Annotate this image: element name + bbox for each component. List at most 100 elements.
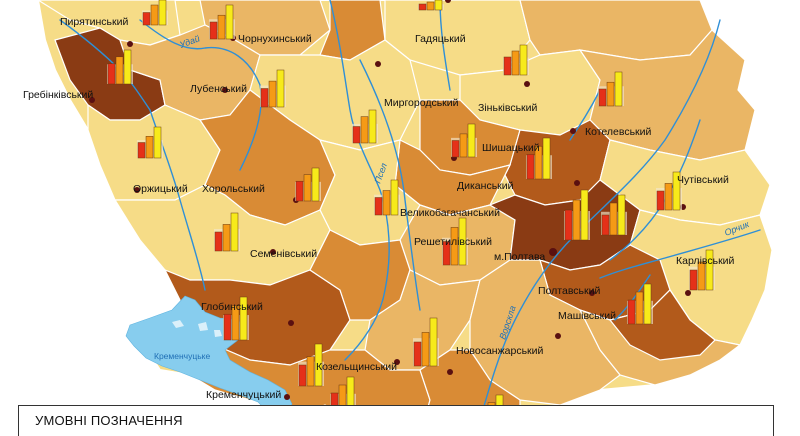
river-sula	[139, 19, 262, 171]
bar-orange	[572, 199, 581, 241]
centre-dot	[447, 369, 453, 375]
bar-red	[564, 209, 573, 241]
bar-red	[214, 231, 223, 252]
district-label: Полтавський	[538, 285, 600, 297]
district-bar-chart-18	[601, 194, 627, 236]
bar-yellow	[467, 123, 476, 158]
centre-dot	[394, 359, 400, 365]
bar-orange	[217, 14, 226, 40]
district-bar-chart-2	[418, 0, 444, 11]
bar-yellow	[311, 167, 320, 202]
bar-red	[451, 140, 460, 158]
district-centres	[89, 0, 691, 400]
district-label: Карлівський	[676, 255, 735, 267]
district-bar-chart-8	[137, 126, 163, 159]
district-label: м.Полтава	[494, 251, 545, 263]
district-bar-chart-12	[656, 171, 682, 211]
bar-orange	[534, 145, 543, 180]
bar-orange	[635, 291, 644, 325]
bar-yellow	[153, 126, 162, 159]
centre-dot	[288, 320, 294, 326]
bar-red	[374, 197, 383, 216]
bar-red	[352, 126, 361, 144]
district-bar-chart-17	[689, 249, 715, 291]
district-bar-chart-7	[598, 71, 624, 107]
bar-yellow	[542, 137, 551, 180]
bar-red	[413, 341, 422, 367]
district-label: Чутівський	[677, 174, 729, 186]
centre-dot	[574, 180, 580, 186]
centre-dot	[89, 97, 95, 103]
bar-red	[137, 142, 146, 159]
centre-dot	[222, 87, 228, 93]
district-bar-chart-14	[214, 212, 240, 252]
river-psel	[329, 0, 390, 361]
bar-orange	[145, 136, 154, 159]
bar-yellow	[643, 283, 652, 325]
river-vorskla-trib	[614, 274, 651, 321]
district-bar-chart-4	[260, 69, 286, 108]
district-label: Глобинський	[201, 301, 263, 313]
district-label: Гребінківський	[23, 89, 93, 101]
bar-red	[601, 214, 610, 236]
bar-orange	[382, 190, 391, 216]
bar-red	[142, 12, 151, 26]
district-label: Семенівський	[250, 248, 317, 260]
district-labels: Пирятинський Чорнухинський Гадяцький Гребін…	[23, 16, 735, 429]
bar-orange	[150, 4, 159, 26]
bar-red	[656, 190, 665, 211]
district-bar-chart-9	[295, 167, 321, 202]
district-label: Великобагачанський	[400, 207, 500, 219]
bar-yellow	[705, 249, 714, 291]
bar-red	[503, 56, 512, 76]
river-east-trib	[569, 89, 601, 141]
legend-panel: УМОВНІ ПОЗНАЧЕННЯ	[18, 405, 774, 436]
bar-orange	[609, 202, 618, 236]
bar-orange	[664, 183, 673, 211]
bar-yellow	[672, 171, 681, 211]
centre-dot	[284, 394, 290, 400]
district-bar-chart-5	[352, 109, 378, 144]
bar-red	[526, 154, 535, 180]
centre-dot	[270, 249, 276, 255]
bar-red	[295, 180, 304, 202]
bar-orange	[360, 116, 369, 144]
centre-dot	[134, 187, 140, 193]
reservoir-label: Кременчуцьке	[154, 351, 210, 361]
bar-red	[598, 88, 607, 107]
centre-dot	[570, 128, 576, 134]
bar-yellow	[314, 343, 323, 387]
district-label: Козельщинський	[316, 361, 397, 373]
district-label: Кременчуцький	[206, 389, 281, 401]
district-bar-chart-16	[564, 189, 590, 241]
centre-dot	[524, 81, 530, 87]
river-khorol	[359, 59, 421, 311]
bar-orange	[303, 174, 312, 202]
district-bar-chart-10	[451, 123, 477, 158]
bar-yellow	[580, 189, 589, 241]
river-udai	[59, 19, 206, 291]
bar-yellow	[239, 296, 248, 341]
bar-red	[298, 364, 307, 387]
bar-yellow	[158, 0, 167, 26]
bar-yellow	[230, 212, 239, 252]
reservoir-islands	[172, 320, 222, 337]
district-label: Хорольський	[202, 183, 265, 195]
district-label: Пирятинський	[60, 16, 128, 28]
centre-dot	[555, 333, 561, 339]
bar-red	[223, 313, 232, 341]
bar-yellow	[519, 44, 528, 76]
bar-yellow	[368, 109, 377, 144]
bar-yellow	[429, 317, 438, 367]
bar-yellow	[614, 71, 623, 107]
bar-yellow	[225, 4, 234, 40]
centre-dot	[589, 290, 595, 296]
bar-orange	[606, 81, 615, 107]
centre-dot	[549, 248, 557, 256]
district-bar-chart-13	[374, 179, 400, 216]
district-bar-chart-19	[223, 296, 249, 341]
centre-dot	[127, 41, 133, 47]
district-label: Лубенський	[190, 83, 247, 95]
